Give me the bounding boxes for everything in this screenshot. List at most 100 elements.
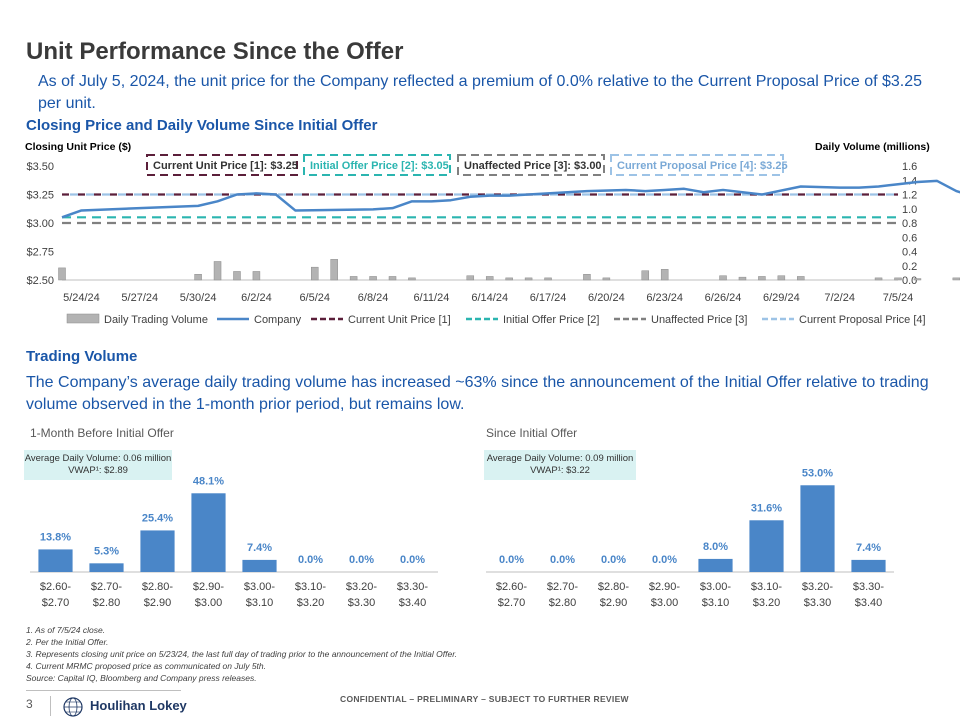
volume-bar	[505, 277, 513, 281]
hist-category-label: $2.80-	[142, 581, 174, 593]
hist-value-label: 0.0%	[601, 554, 626, 566]
hist-right-vwap: VWAP¹: $3.22	[530, 465, 590, 476]
volume-bar	[233, 271, 241, 281]
hist-category-label: $3.00	[651, 597, 679, 609]
hist-category-label: $2.90	[144, 597, 172, 609]
legend-label: Initial Offer Price [2]	[503, 314, 599, 326]
hist-category-label: $3.10-	[295, 581, 327, 593]
hist-category-label: $3.00	[195, 597, 223, 609]
hist-category-label: $2.60-	[40, 581, 72, 593]
y2-tick-label: 0.4	[902, 247, 917, 259]
hist-category-label: $2.80	[93, 597, 121, 609]
volume-bar	[388, 276, 397, 281]
hist-category-label: $2.80-	[598, 581, 630, 593]
y-tick-label: $3.25	[26, 190, 54, 202]
volume-bar	[641, 270, 650, 281]
hist-bar	[191, 493, 226, 572]
volume-bar	[466, 275, 475, 281]
hist-category-label: $2.90-	[649, 581, 681, 593]
globe-logo-icon	[63, 697, 83, 717]
legend-label: Company	[254, 314, 302, 326]
hist-bar	[749, 520, 784, 572]
page-number: 3	[26, 697, 33, 711]
hist-category-label: $3.10	[246, 597, 274, 609]
hist-category-label: $3.20	[753, 597, 781, 609]
hist-right-title: Since Initial Offer	[486, 426, 578, 440]
hist-category-label: $2.80	[549, 597, 577, 609]
price-callout-label: Current Proposal Price [4]: $3.25	[617, 160, 788, 172]
hist-value-label: 5.3%	[94, 545, 119, 557]
price-callout-box	[146, 154, 298, 176]
hist-value-label: 7.4%	[856, 542, 881, 554]
company-price-line	[61, 179, 960, 219]
x-tick-label: 6/20/24	[588, 292, 625, 304]
volume-bar	[777, 275, 786, 281]
x-tick-label: 6/26/24	[705, 292, 742, 304]
volume-bar	[894, 277, 902, 281]
volume-bar	[874, 277, 883, 281]
hist-bar	[800, 485, 835, 572]
footer-separator	[50, 696, 51, 716]
y-tick-label: $3.00	[26, 218, 54, 230]
volume-bar	[408, 277, 416, 281]
hist-value-label: 0.0%	[652, 554, 677, 566]
hist-value-label: 0.0%	[298, 554, 323, 566]
hist-left-vwap: VWAP¹: $2.89	[68, 465, 128, 476]
volume-bar	[485, 276, 494, 281]
hist-right-avg-volume: Average Daily Volume: 0.09 million	[486, 453, 634, 464]
volume-bar	[349, 276, 358, 281]
price-chart-title: Closing Price and Daily Volume Since Ini…	[26, 117, 378, 134]
footnote-source: Source: Capital IQ, Bloomberg and Compan…	[26, 673, 257, 683]
y-tick-label: $2.50	[26, 275, 54, 287]
hist-left-title: 1-Month Before Initial Offer	[30, 426, 174, 440]
y2-tick-label: 0.0	[902, 275, 917, 287]
x-tick-label: 7/2/24	[824, 292, 855, 304]
volume-bar	[252, 271, 261, 281]
x-tick-label: 6/11/24	[413, 292, 449, 304]
y2-tick-label: 1.6	[902, 161, 917, 173]
hist-value-label: 0.0%	[400, 554, 425, 566]
footer-divider	[26, 690, 181, 691]
hist-value-label: 0.0%	[499, 554, 524, 566]
hist-category-label: $3.20-	[802, 581, 834, 593]
y-tick-label: $2.75	[26, 247, 54, 259]
x-tick-label: 6/29/24	[763, 292, 800, 304]
hist-category-label: $3.10-	[751, 581, 783, 593]
hist-value-label: 0.0%	[349, 554, 374, 566]
hist-category-label: $3.30-	[853, 581, 885, 593]
y2-tick-label: 0.8	[902, 218, 917, 230]
footnote: 3. Represents closing unit price on 5/23…	[26, 649, 458, 659]
legend-label: Current Unit Price [1]	[348, 314, 451, 326]
volume-bar	[797, 276, 805, 281]
hist-category-label: $3.00-	[244, 581, 276, 593]
x-tick-label: 6/14/24	[471, 292, 508, 304]
price-callout-box	[303, 154, 451, 176]
y2-tick-label: 0.2	[902, 261, 917, 273]
footnote: 2. Per the Initial Offer.	[26, 637, 109, 647]
hist-category-label: $2.90	[600, 597, 628, 609]
trading-volume-text: The Company’s average daily trading volu…	[26, 374, 929, 413]
legend-label: Daily Trading Volume	[104, 314, 208, 326]
hist-value-label: 0.0%	[550, 554, 575, 566]
hist-left-avg-volume: Average Daily Volume: 0.06 million	[24, 453, 172, 464]
hist-value-label: 48.1%	[193, 475, 224, 487]
x-tick-label: 6/23/24	[646, 292, 683, 304]
x-tick-label: 6/5/24	[299, 292, 330, 304]
volume-bar	[369, 276, 377, 281]
volume-bar	[330, 259, 338, 281]
volume-bar	[583, 274, 591, 281]
price-callout-box	[457, 154, 605, 176]
volume-bar	[524, 277, 533, 281]
volume-bar	[58, 267, 66, 281]
hist-left-summary: Average Daily Volume: 0.06 million VWAP¹…	[24, 450, 172, 480]
hist-category-label: $2.90-	[193, 581, 225, 593]
volume-bar	[602, 277, 611, 281]
hist-bar	[698, 558, 733, 572]
y-tick-label: $3.50	[26, 161, 54, 173]
x-tick-label: 6/17/24	[530, 292, 567, 304]
right-axis-title: Daily Volume (millions)	[815, 141, 930, 153]
y2-tick-label: 1.0	[902, 204, 917, 216]
page-title: Unit Performance Since the Offer	[26, 38, 404, 65]
hist-bar	[140, 530, 175, 572]
hist-bar	[242, 559, 277, 572]
